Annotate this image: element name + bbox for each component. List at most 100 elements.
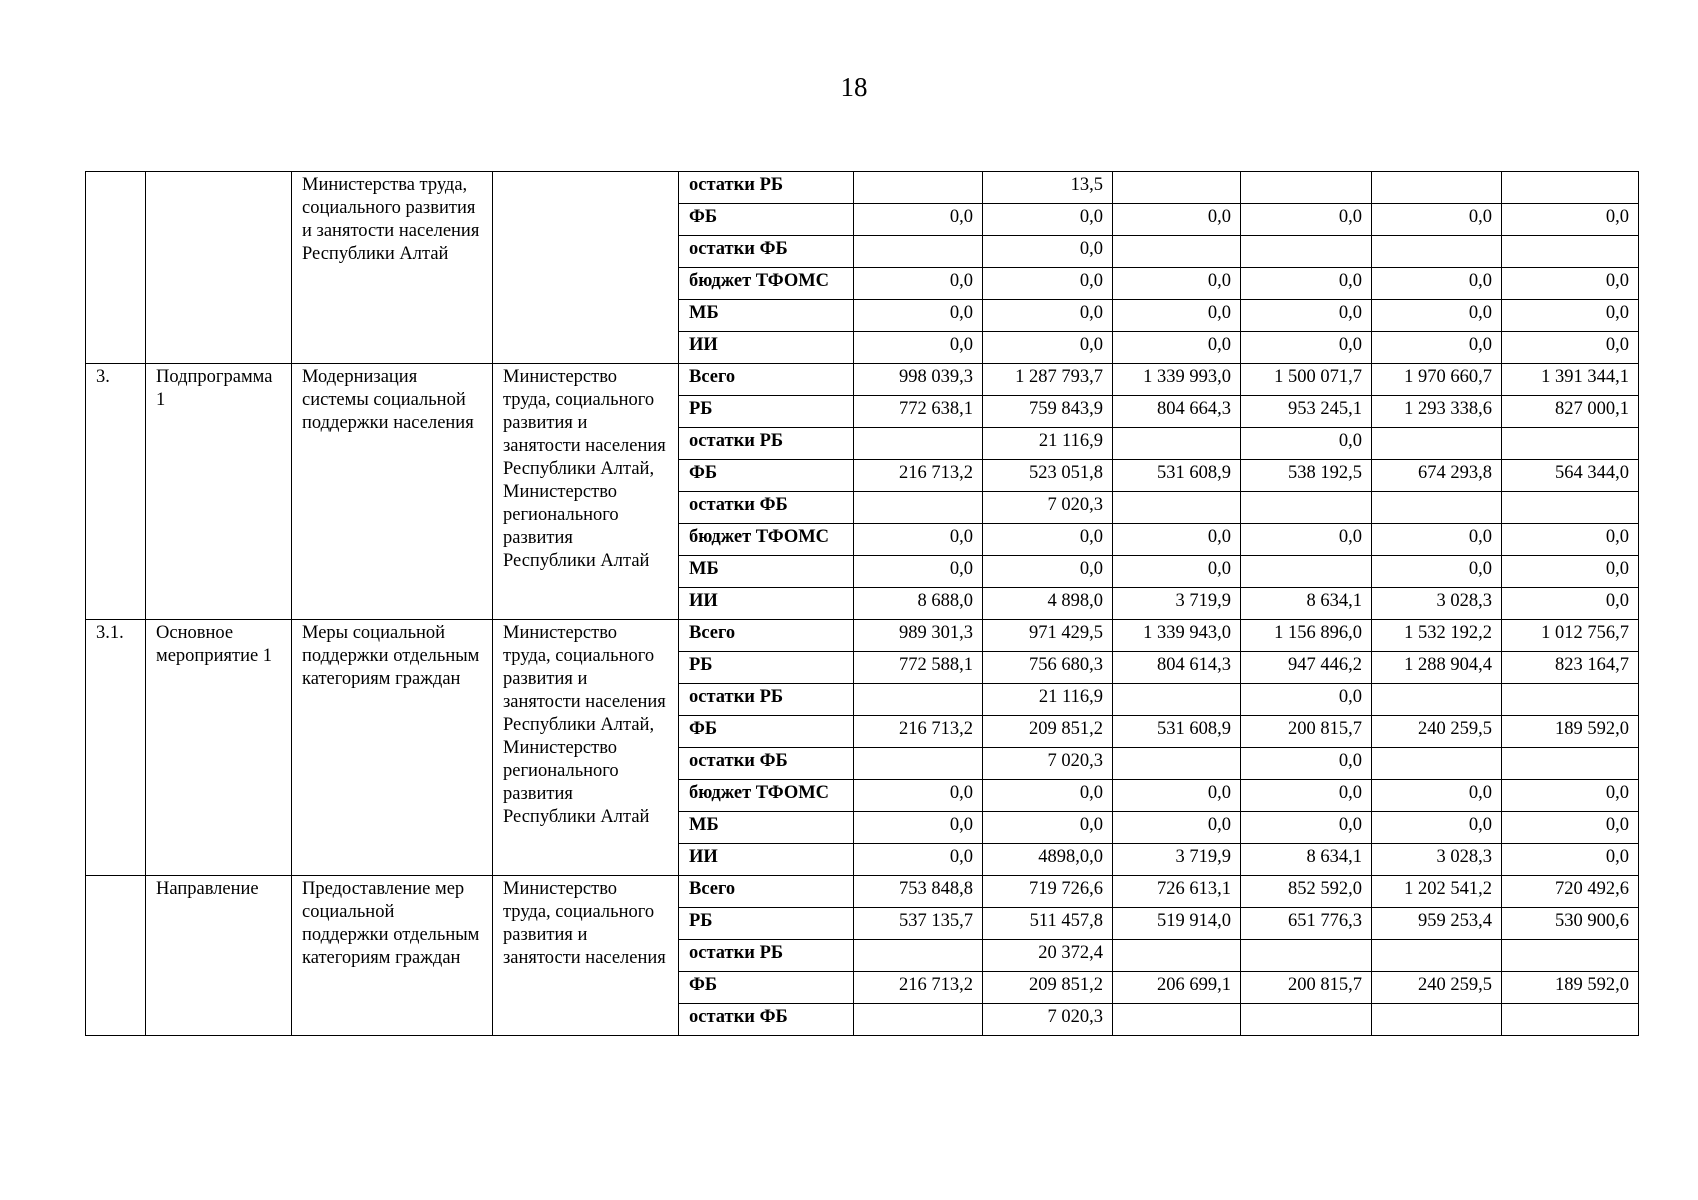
amount-cell: 209 851,2 xyxy=(982,971,1113,1004)
section-executor xyxy=(492,171,679,364)
amount-cell: 971 429,5 xyxy=(982,619,1113,652)
funding-source-label: остатки РБ xyxy=(678,427,854,460)
funding-source-label: МБ xyxy=(678,555,854,588)
amount-cell: 0,0 xyxy=(1112,203,1241,236)
amount-cell: 21 116,9 xyxy=(982,427,1113,460)
amount-cell xyxy=(1240,491,1372,524)
amount-cell: 519 914,0 xyxy=(1112,907,1241,940)
amount-cell xyxy=(1112,235,1241,268)
amount-cell: 0,0 xyxy=(1501,811,1639,844)
funding-source-label: бюджет ТФОМС xyxy=(678,523,854,556)
funding-source-label: остатки РБ xyxy=(678,683,854,716)
amount-cell: 947 446,2 xyxy=(1240,651,1372,684)
amount-cell: 564 344,0 xyxy=(1501,459,1639,492)
amount-cell xyxy=(1240,171,1372,204)
amount-cell: 0,0 xyxy=(853,843,983,876)
amount-cell: 772 588,1 xyxy=(853,651,983,684)
section-code xyxy=(85,171,146,364)
section-status: Подпрограмма 1 xyxy=(145,363,292,620)
amount-cell: 0,0 xyxy=(1371,523,1502,556)
amount-cell: 13,5 xyxy=(982,171,1113,204)
amount-cell xyxy=(1112,939,1241,972)
funding-source-label: остатки ФБ xyxy=(678,1003,854,1036)
amount-cell xyxy=(1371,427,1502,460)
amount-cell: 0,0 xyxy=(853,203,983,236)
funding-source-label: ФБ xyxy=(678,971,854,1004)
amount-cell xyxy=(1371,747,1502,780)
amount-cell: 0,0 xyxy=(1501,843,1639,876)
section-name: Модернизация системы социальной поддержк… xyxy=(291,363,493,620)
table-row: остатки РБ 21 116,9 0,0 xyxy=(86,427,1639,460)
amount-cell xyxy=(1501,235,1639,268)
funding-source-label: РБ xyxy=(678,651,854,684)
section-executor: Министерство труда, социального развития… xyxy=(492,619,679,876)
amount-cell: 0,0 xyxy=(853,331,983,364)
amount-cell: 0,0 xyxy=(1501,587,1639,620)
amount-cell: 753 848,8 xyxy=(853,875,983,908)
table-row: остатки ФБ 7 020,3 xyxy=(86,491,1639,524)
funding-source-label: остатки ФБ xyxy=(678,491,854,524)
amount-cell xyxy=(1371,491,1502,524)
amount-cell: 720 492,6 xyxy=(1501,875,1639,908)
funding-source-label: ФБ xyxy=(678,203,854,236)
amount-cell xyxy=(853,939,983,972)
amount-cell xyxy=(1501,1003,1639,1036)
amount-cell: 0,0 xyxy=(982,299,1113,332)
table-row: МБ 0,0 0,0 0,0 0,0 0,0 xyxy=(86,555,1639,588)
amount-cell: 0,0 xyxy=(982,267,1113,300)
amount-cell: 537 135,7 xyxy=(853,907,983,940)
amount-cell: 0,0 xyxy=(1240,331,1372,364)
funding-source-label: остатки РБ xyxy=(678,939,854,972)
amount-cell: 804 614,3 xyxy=(1112,651,1241,684)
amount-cell: 1 339 993,0 xyxy=(1112,363,1241,396)
amount-cell: 530 900,6 xyxy=(1501,907,1639,940)
funding-source-label: МБ xyxy=(678,811,854,844)
amount-cell: 7 020,3 xyxy=(982,491,1113,524)
section-executor: Министерство труда, социального развития… xyxy=(492,363,679,620)
amount-cell: 0,0 xyxy=(982,523,1113,556)
amount-cell: 759 843,9 xyxy=(982,395,1113,428)
amount-cell: 1 339 943,0 xyxy=(1112,619,1241,652)
amount-cell: 0,0 xyxy=(1371,203,1502,236)
amount-cell: 0,0 xyxy=(982,779,1113,812)
amount-cell: 0,0 xyxy=(853,523,983,556)
amount-cell: 998 039,3 xyxy=(853,363,983,396)
amount-cell: 531 608,9 xyxy=(1112,715,1241,748)
amount-cell xyxy=(853,427,983,460)
amount-cell: 8 688,0 xyxy=(853,587,983,620)
amount-cell xyxy=(853,683,983,716)
amount-cell xyxy=(1501,683,1639,716)
table-row: РБ 537 135,7 511 457,8 519 914,0 651 776,3 95… xyxy=(86,907,1639,940)
amount-cell: 3 719,9 xyxy=(1112,587,1241,620)
table-row: 3. Подпрограмма 1 Модернизация системы соц… xyxy=(85,363,1639,620)
amount-cell: 240 259,5 xyxy=(1371,971,1502,1004)
amount-cell xyxy=(1112,491,1241,524)
amount-cell: 719 726,6 xyxy=(982,875,1113,908)
amount-cell: 200 815,7 xyxy=(1240,971,1372,1004)
amount-cell: 0,0 xyxy=(982,555,1113,588)
funding-source-label: ФБ xyxy=(678,459,854,492)
amount-cell: 0,0 xyxy=(1501,203,1639,236)
section-executor: Министерство труда, социального развития… xyxy=(492,875,679,1036)
section-name: Предоставление мер социальной поддержки … xyxy=(291,875,493,1036)
funding-source-label: бюджет ТФОМС xyxy=(678,267,854,300)
amount-cell: 531 608,9 xyxy=(1112,459,1241,492)
amount-cell: 1 391 344,1 xyxy=(1501,363,1639,396)
amount-cell: 8 634,1 xyxy=(1240,843,1372,876)
amount-cell: 1 012 756,7 xyxy=(1501,619,1639,652)
section-status xyxy=(145,171,292,364)
amount-cell: 0,0 xyxy=(982,203,1113,236)
budget-table: Министерства труда, социального развития… xyxy=(85,171,1639,1036)
amount-cell: 852 592,0 xyxy=(1240,875,1372,908)
amount-cell xyxy=(1112,747,1241,780)
table-row: ИИ 0,0 0,0 0,0 0,0 0,0 0,0 xyxy=(86,331,1639,364)
amount-cell: 0,0 xyxy=(1112,523,1241,556)
page-number: 18 xyxy=(840,72,868,102)
amount-cell: 3 028,3 xyxy=(1371,587,1502,620)
funding-source-label: остатки РБ xyxy=(678,171,854,204)
section-code: 3.1. xyxy=(85,619,146,876)
amount-cell: 0,0 xyxy=(1371,331,1502,364)
amount-cell: 0,0 xyxy=(1240,811,1372,844)
funding-source-label: РБ xyxy=(678,395,854,428)
section-status: Основное мероприятие 1 xyxy=(145,619,292,876)
